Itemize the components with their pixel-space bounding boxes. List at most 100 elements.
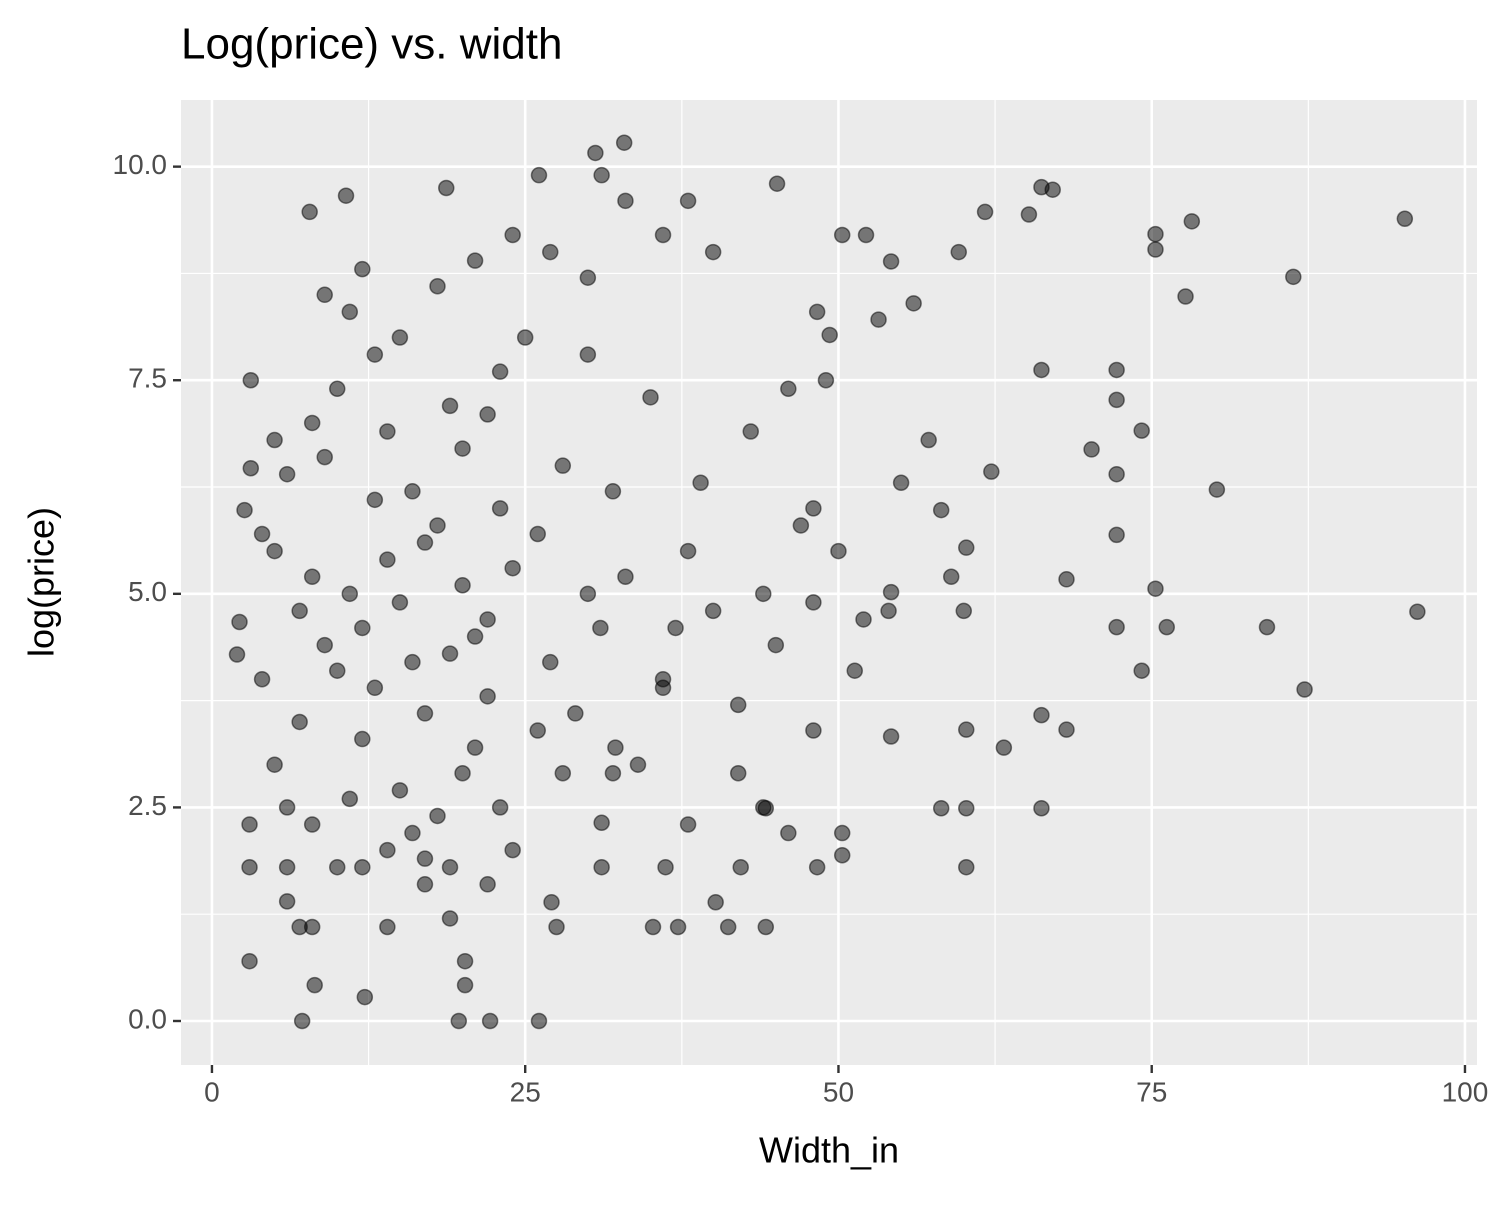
point xyxy=(291,602,308,620)
x-tick-label: 50 xyxy=(823,1076,854,1107)
point xyxy=(391,782,409,799)
point xyxy=(379,918,396,936)
point xyxy=(617,192,634,210)
y-tick-label: 2.5 xyxy=(128,790,167,821)
point xyxy=(669,918,687,936)
point xyxy=(241,952,258,970)
point xyxy=(454,440,471,457)
point xyxy=(303,816,321,833)
point xyxy=(607,739,624,756)
point xyxy=(379,551,396,568)
point xyxy=(316,286,333,304)
point xyxy=(529,525,546,543)
point xyxy=(303,568,321,585)
point xyxy=(958,800,975,817)
point xyxy=(1296,681,1313,698)
point xyxy=(429,517,446,534)
point xyxy=(1033,800,1050,817)
point xyxy=(719,918,737,936)
point xyxy=(579,346,597,363)
point xyxy=(554,457,572,474)
point xyxy=(846,662,863,679)
point xyxy=(278,799,296,816)
point xyxy=(932,800,950,817)
point xyxy=(579,269,597,286)
point xyxy=(679,542,697,560)
point xyxy=(542,243,559,261)
point xyxy=(404,653,421,671)
point xyxy=(391,594,409,611)
point xyxy=(1133,422,1150,439)
point xyxy=(950,243,968,261)
point xyxy=(1083,441,1100,458)
point xyxy=(241,858,258,876)
point xyxy=(491,500,509,517)
point xyxy=(654,679,672,697)
point xyxy=(1108,391,1125,409)
point xyxy=(554,764,572,782)
point xyxy=(481,1012,499,1030)
point xyxy=(366,679,384,697)
point xyxy=(780,824,797,842)
point xyxy=(530,1012,548,1030)
point xyxy=(767,636,785,654)
point xyxy=(1258,618,1276,636)
point xyxy=(1285,268,1302,286)
point xyxy=(454,764,471,782)
point xyxy=(479,876,496,893)
point xyxy=(995,739,1013,756)
point xyxy=(882,253,900,270)
point xyxy=(732,858,749,876)
point xyxy=(692,474,709,492)
point xyxy=(593,814,610,832)
point xyxy=(817,371,835,389)
point xyxy=(808,303,826,321)
point xyxy=(870,311,887,328)
point xyxy=(303,918,321,936)
point xyxy=(882,728,900,745)
point xyxy=(253,671,271,688)
point xyxy=(278,893,296,910)
y-tick-label: 5.0 xyxy=(128,576,167,607)
point xyxy=(416,534,434,551)
point xyxy=(1033,361,1050,379)
point xyxy=(228,646,246,663)
point xyxy=(808,858,826,876)
point xyxy=(833,847,851,864)
point xyxy=(833,824,851,842)
point xyxy=(932,501,950,519)
point xyxy=(1108,465,1125,483)
point xyxy=(516,329,534,346)
point xyxy=(805,500,822,517)
point xyxy=(604,483,622,500)
point xyxy=(657,858,674,876)
point xyxy=(833,226,851,244)
point xyxy=(441,910,459,927)
point xyxy=(266,542,283,560)
point xyxy=(341,585,359,603)
point xyxy=(855,611,872,628)
point xyxy=(1158,618,1176,636)
point xyxy=(441,645,459,662)
point xyxy=(1396,210,1414,228)
point xyxy=(504,841,521,859)
point xyxy=(592,619,609,637)
point xyxy=(920,431,937,449)
point xyxy=(958,858,975,876)
point xyxy=(792,517,810,534)
point xyxy=(587,144,604,162)
point xyxy=(604,764,622,782)
x-tick-label: 75 xyxy=(1136,1076,1167,1107)
point xyxy=(644,918,662,936)
panel xyxy=(181,100,1477,1065)
point xyxy=(456,952,474,970)
y-tick-label: 0.0 xyxy=(128,1003,167,1034)
point xyxy=(942,568,960,585)
point xyxy=(379,423,396,440)
point xyxy=(755,799,772,816)
points xyxy=(228,134,1426,1030)
point xyxy=(1147,241,1164,258)
point xyxy=(416,850,434,867)
point xyxy=(1133,662,1150,679)
point xyxy=(341,303,359,321)
